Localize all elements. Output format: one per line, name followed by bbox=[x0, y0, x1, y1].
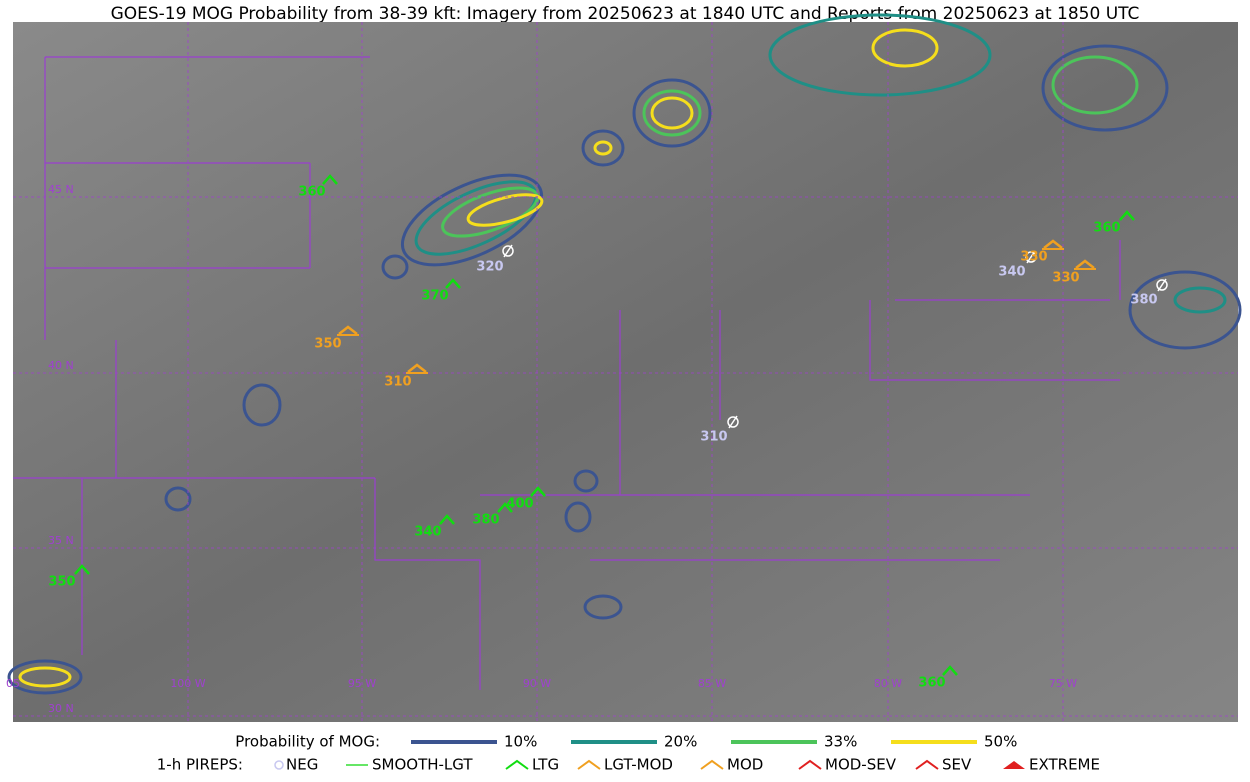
legend-title: 1-h PIREPS: bbox=[157, 756, 243, 774]
lon-label: 75 W bbox=[1049, 677, 1077, 690]
legend-label: MOD-SEV bbox=[825, 756, 897, 774]
pirep-label: 320 bbox=[476, 260, 503, 275]
legend-title: Probability of MOG: bbox=[235, 733, 380, 751]
ltg-icon bbox=[1119, 210, 1135, 221]
lgtmod-icon bbox=[338, 325, 358, 335]
lgtmod-icon bbox=[1043, 239, 1063, 249]
lat-label: 35 N bbox=[48, 534, 74, 547]
pirep-label: 310 bbox=[700, 430, 727, 445]
neg-icon bbox=[1026, 250, 1036, 264]
neg-icon bbox=[502, 245, 514, 257]
legend-label: 50% bbox=[984, 733, 1017, 751]
neg-icon bbox=[1025, 251, 1037, 263]
satellite-imagery bbox=[13, 22, 1238, 722]
pirep-label: 330 bbox=[1020, 250, 1047, 265]
legend-label: EXTREME bbox=[1029, 756, 1100, 774]
legend-icon bbox=[274, 760, 284, 770]
pirep-label: 380 bbox=[1130, 293, 1157, 308]
legend-icon bbox=[505, 759, 529, 770]
legend-icon bbox=[798, 759, 822, 770]
title: GOES-19 MOG Probability from 38-39 kft: … bbox=[111, 4, 1140, 24]
ltg-icon bbox=[322, 174, 338, 185]
legend-icon bbox=[1003, 761, 1025, 769]
legend-label: SMOOTH-LGT bbox=[372, 756, 473, 774]
lon-label: 85 W bbox=[698, 677, 726, 690]
pirep-label: 340 bbox=[998, 265, 1025, 280]
lat-label: 45 N bbox=[48, 183, 74, 196]
ltg-icon bbox=[530, 486, 546, 497]
neg-icon bbox=[1157, 278, 1167, 292]
pirep-label: 360 bbox=[918, 676, 945, 691]
lat-label: 30 N bbox=[48, 702, 74, 715]
ltg-icon bbox=[497, 502, 513, 513]
legend-icon bbox=[915, 759, 939, 770]
pirep-label: 360 bbox=[298, 185, 325, 200]
pirep-label: 370 bbox=[421, 289, 448, 304]
lon-label: 95 W bbox=[348, 677, 376, 690]
pirep-label: 330 bbox=[1052, 271, 1079, 286]
pirep-label: 380 bbox=[472, 513, 499, 528]
lat-label: 40 N bbox=[48, 359, 74, 372]
pirep-label: 340 bbox=[414, 525, 441, 540]
neg-icon bbox=[503, 244, 513, 258]
legend-label: NEG bbox=[286, 756, 318, 774]
legend: Probability of MOG: 1-h PIREPS: 10% 20% 33… bbox=[157, 733, 1100, 774]
neg-icon bbox=[728, 415, 738, 429]
legend-icon bbox=[700, 759, 724, 770]
pirep-label: 360 bbox=[1093, 221, 1120, 236]
pirep-label: 310 bbox=[384, 375, 411, 390]
lon-label: 80 W bbox=[874, 677, 902, 690]
pirep-label: 400 bbox=[506, 497, 533, 512]
legend-label: 33% bbox=[824, 733, 857, 751]
mog-contours bbox=[7, 13, 1242, 695]
graticule: 45 N 40 N 35 N 30 N 05 100 W 95 W 90 W 85 W 80 W 7… bbox=[6, 22, 1238, 722]
lgtmod-icon bbox=[407, 363, 427, 373]
lon-label: 100 W bbox=[170, 677, 205, 690]
legend-icon bbox=[577, 759, 601, 770]
legend-label: 20% bbox=[664, 733, 697, 751]
neg-icon bbox=[727, 416, 739, 428]
legend-label: MOD bbox=[727, 756, 763, 774]
legend-label: SEV bbox=[942, 756, 972, 774]
pirep-label: 350 bbox=[314, 337, 341, 352]
lon-label: 90 W bbox=[523, 677, 551, 690]
pirep-label: 350 bbox=[48, 575, 75, 590]
lgtmod-icon bbox=[1075, 259, 1095, 269]
ltg-icon bbox=[439, 514, 455, 525]
ltg-icon bbox=[445, 278, 461, 289]
ltg-icon bbox=[942, 665, 958, 676]
pireps: 3603203703503103103403303303603804003803… bbox=[48, 174, 1168, 691]
legend-label: LTG bbox=[532, 756, 559, 774]
legend-label: LGT-MOD bbox=[604, 756, 673, 774]
lon-label: 05 bbox=[6, 677, 20, 690]
ltg-icon bbox=[74, 564, 90, 575]
legend-label: 10% bbox=[504, 733, 537, 751]
neg-icon bbox=[1156, 279, 1168, 291]
